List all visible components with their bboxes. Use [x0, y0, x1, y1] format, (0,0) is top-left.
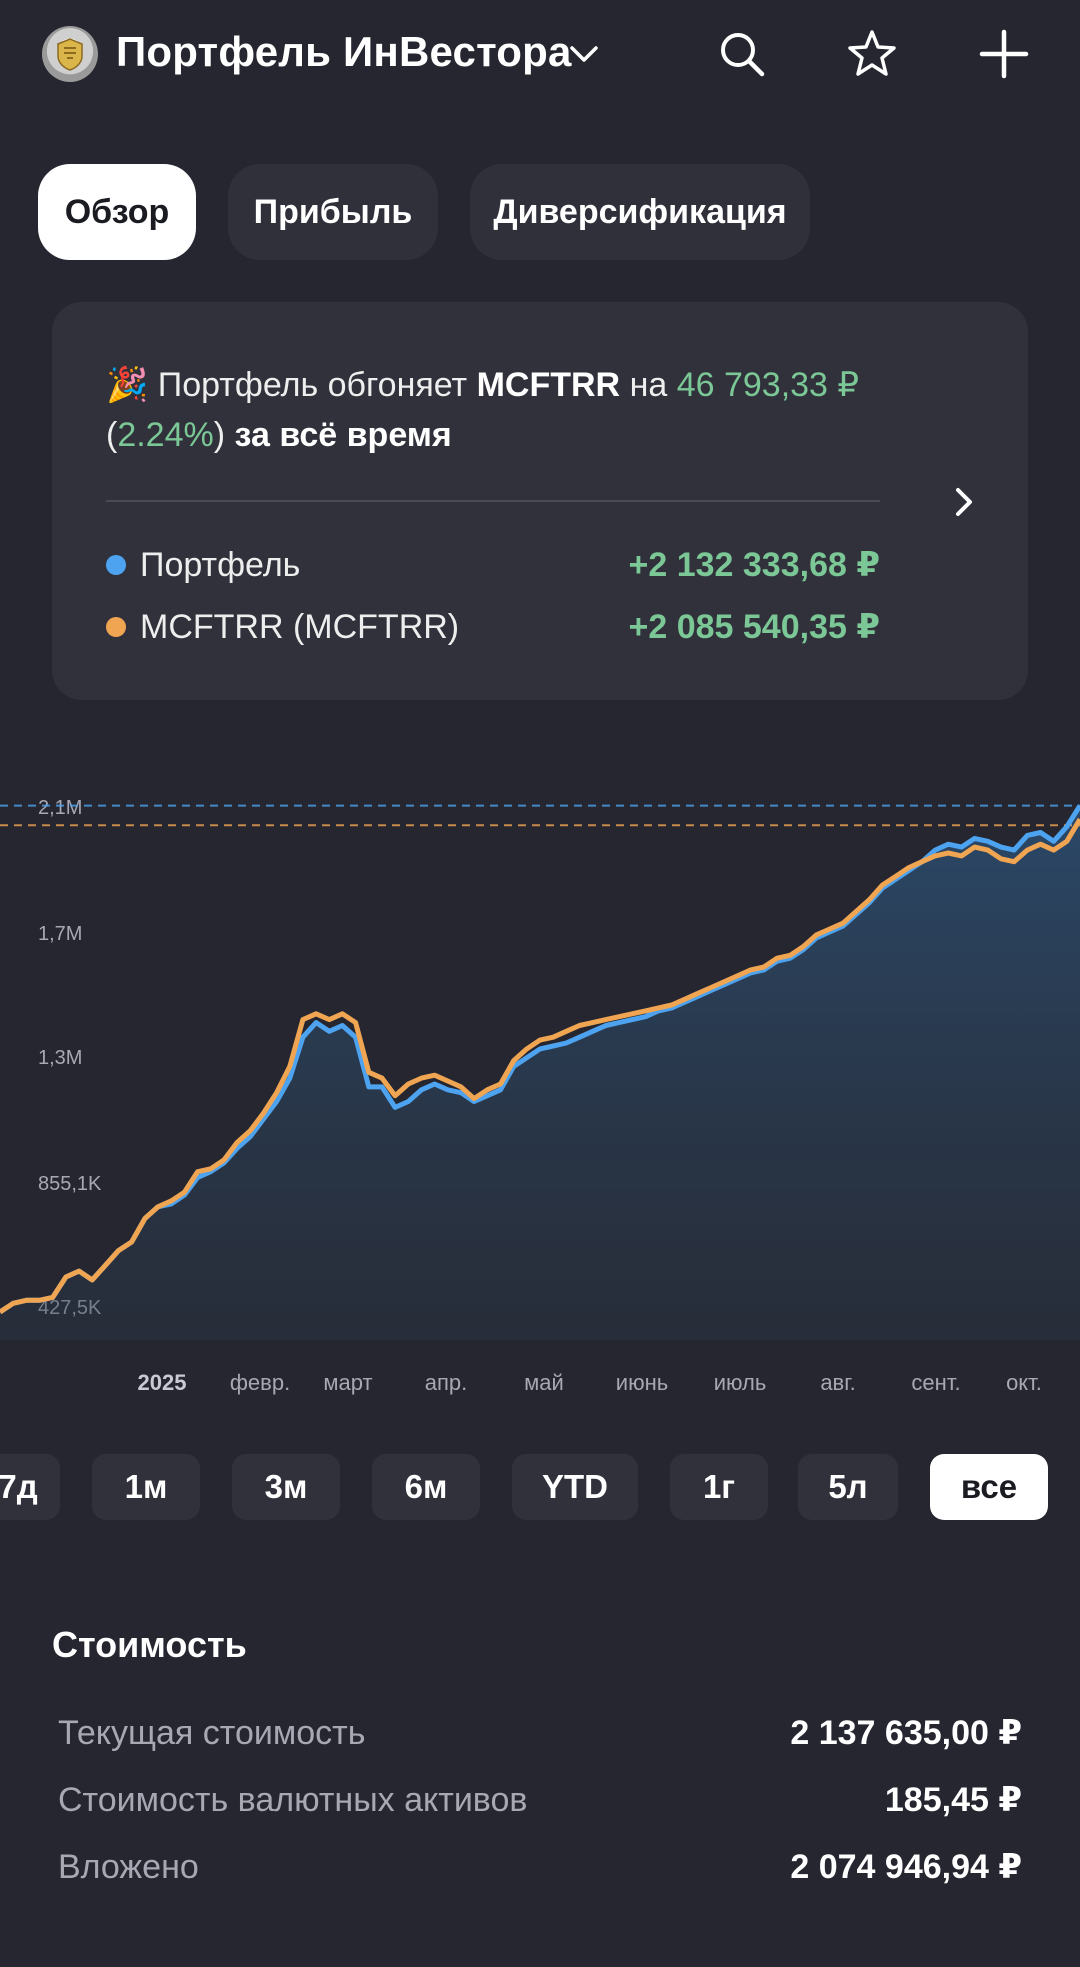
x-axis-label: май [524, 1370, 564, 1395]
star-icon[interactable] [844, 26, 900, 82]
tab-overview[interactable]: Обзор [38, 164, 196, 260]
period-5y[interactable]: 5л [798, 1454, 898, 1520]
x-axis-label: апр. [425, 1370, 468, 1395]
x-axis-label: февр. [230, 1370, 290, 1395]
party-emoji: 🎉 [106, 366, 149, 404]
benchmark-dot [106, 617, 126, 637]
diff-amount: 46 793,33 ₽ [676, 366, 860, 404]
x-axis-label: сент. [911, 1370, 960, 1395]
y-axis-label: 1,3M [38, 1047, 82, 1069]
chart-area-fill [0, 805, 1080, 1340]
value-row-invested: Вложено 2 074 946,94 ₽ [58, 1847, 1022, 1887]
x-axis-label: авг. [820, 1370, 855, 1395]
period-6m[interactable]: 6м [372, 1454, 480, 1520]
benchmark-message: 🎉 Портфель обгоняет MCFTRR на 46 793,33 … [106, 366, 860, 454]
portfolio-title[interactable]: Портфель ИнВестора [116, 28, 572, 75]
x-axis-label: июнь [616, 1370, 668, 1395]
period-ytd[interactable]: YTD [512, 1454, 638, 1520]
y-axis-label: 1,7M [38, 923, 82, 945]
benchmark-line [0, 817, 1080, 1315]
period-all[interactable]: все [930, 1454, 1048, 1520]
portfolio-dot [106, 555, 126, 575]
y-axis-label: 855,1K [38, 1173, 102, 1195]
period-3m[interactable]: 3м [232, 1454, 340, 1520]
x-axis-label: март [323, 1370, 372, 1395]
x-axis-label: окт. [1006, 1370, 1042, 1395]
chevron-right-icon[interactable] [944, 482, 984, 522]
chevron-down-icon[interactable] [566, 36, 602, 72]
search-icon[interactable] [714, 26, 770, 82]
plus-icon[interactable] [976, 26, 1032, 82]
period-1y[interactable]: 1г [670, 1454, 768, 1520]
x-axis-label: июль [714, 1370, 767, 1395]
diff-percent: 2.24% [117, 416, 214, 454]
tab-profit[interactable]: Прибыль [228, 164, 438, 260]
top-bar: Портфель ИнВестора [0, 0, 1080, 110]
tab-diversification[interactable]: Диверсификация [470, 164, 810, 260]
benchmark-name: MCFTRR [476, 366, 621, 404]
value-section-title: Стоимость [52, 1624, 247, 1665]
legend-row-benchmark: MCFTRR (MCFTRR) +2 085 540,35 ₽ [106, 602, 880, 652]
y-axis-label: 2,1M [38, 797, 82, 819]
period-selector: 7д 1м 3м 6м YTD 1г 5л все [0, 1454, 1080, 1522]
benchmark-summary-card[interactable]: 🎉 Портфель обгоняет MCFTRR на 46 793,33 … [52, 302, 1028, 700]
value-row-current: Текущая стоимость 2 137 635,00 ₽ [58, 1713, 1022, 1753]
divider [106, 500, 880, 502]
period-1m[interactable]: 1м [92, 1454, 200, 1520]
legend-row-portfolio: Портфель +2 132 333,68 ₽ [106, 540, 880, 590]
x-axis-label: 2025 [138, 1370, 187, 1395]
value-row-currency-assets: Стоимость валютных активов 185,45 ₽ [58, 1780, 1022, 1820]
period-7d[interactable]: 7д [0, 1454, 60, 1520]
period-text: за всё время [234, 416, 452, 454]
bank-logo [42, 26, 98, 82]
